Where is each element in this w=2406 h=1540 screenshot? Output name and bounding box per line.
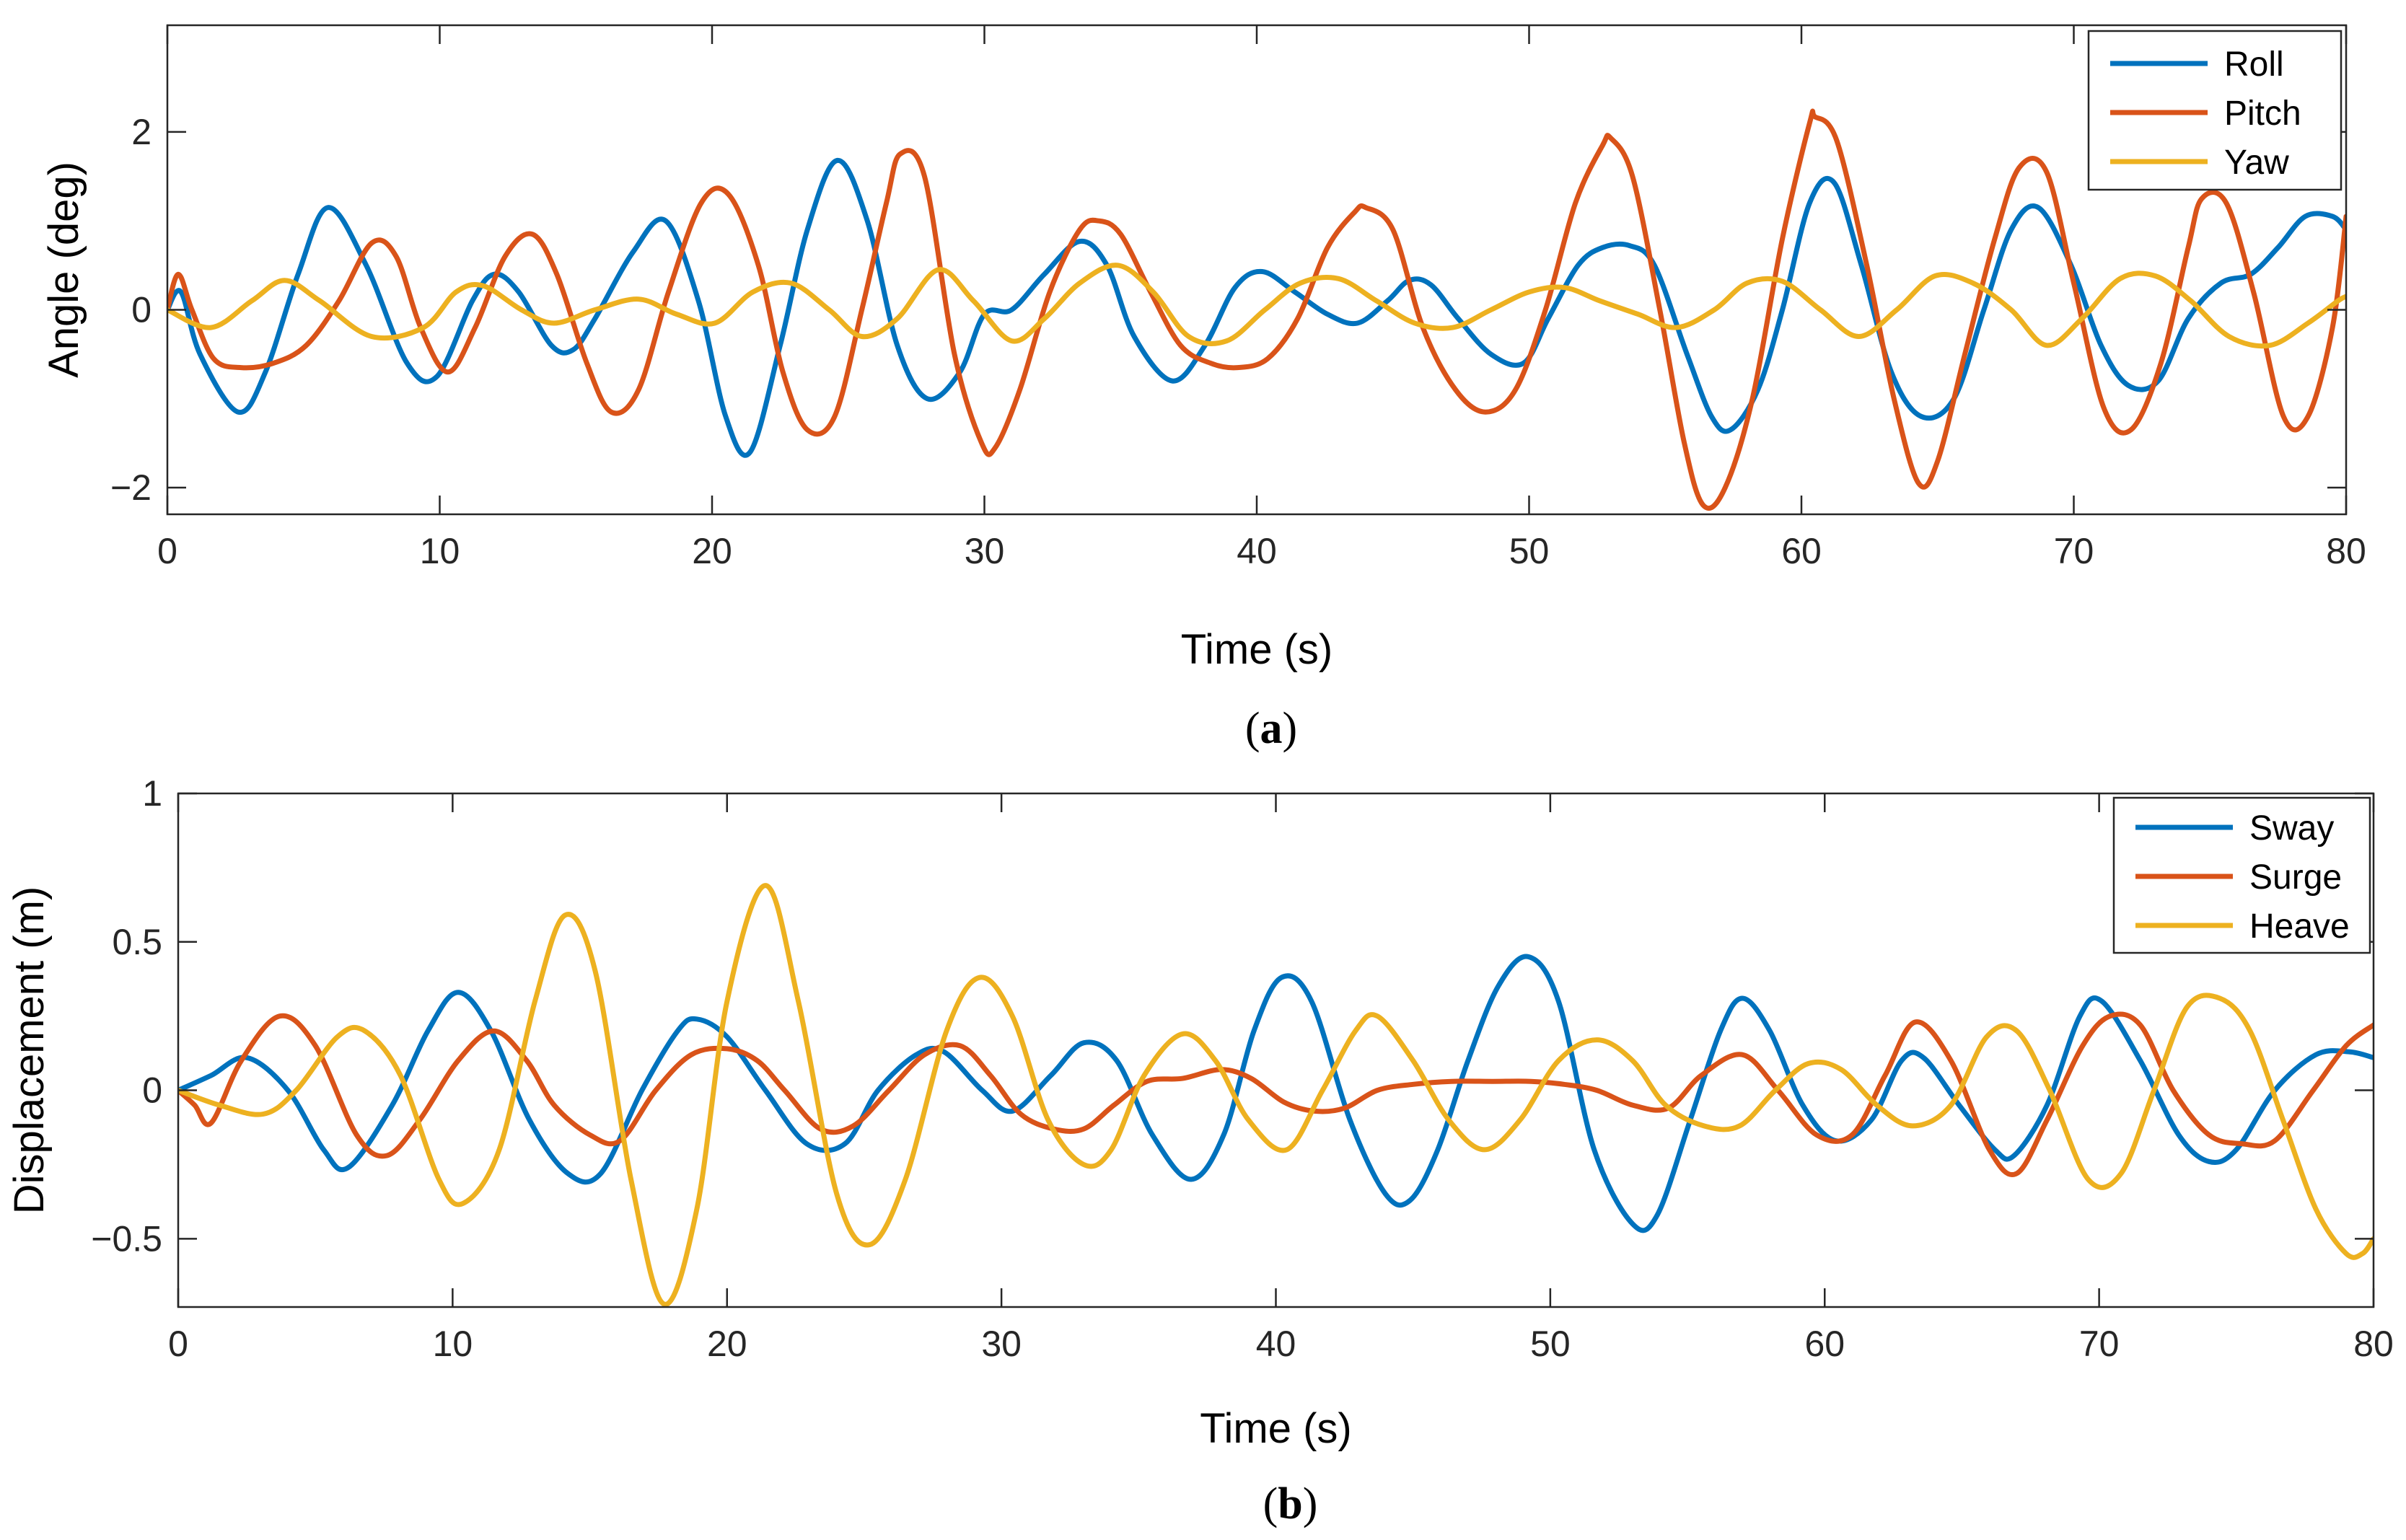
chart-a-x-axis-label: Time (s) — [1181, 626, 1332, 673]
chart-b-legend-label-heave: Heave — [2249, 907, 2350, 946]
chart-b-series-group — [178, 883, 2374, 1307]
chart-b-group: 0 10 20 30 40 50 60 70 80 −0.5 0 0.5 1 Time (s) Displa… — [6, 773, 2394, 1528]
chart-b-x-tick-label: 30 — [981, 1324, 1022, 1364]
chart-a-legend-label-roll: Roll — [2224, 45, 2284, 84]
chart-b-x-tick-label: 50 — [1530, 1324, 1571, 1364]
chart-a-x-tick-label: 40 — [1237, 531, 1277, 571]
chart-b-legend-label-surge: Surge — [2249, 858, 2342, 897]
chart-b-series-line-sway — [178, 954, 2374, 1233]
chart-a-x-tick-label: 0 — [157, 531, 177, 571]
chart-a-x-tick-label: 80 — [2326, 531, 2366, 571]
chart-b-x-axis-label: Time (s) — [1200, 1405, 1351, 1452]
chart-a-x-tick-label: 10 — [420, 531, 460, 571]
chart-b-x-tick-label: 60 — [1804, 1324, 1845, 1364]
chart-a-y-tick-label: 0 — [131, 289, 152, 330]
chart-a-x-tick-label: 20 — [692, 531, 732, 571]
chart-a-series-line-yaw — [167, 263, 2346, 349]
chart-a-y-tick-label: 2 — [131, 112, 152, 152]
chart-b-x-tick-label: 70 — [2079, 1324, 2120, 1364]
chart-b-x-tick-label: 10 — [433, 1324, 473, 1364]
chart-a-series-line-roll — [167, 157, 2346, 458]
chart-a-series-group — [167, 108, 2346, 511]
chart-b-axes-box — [177, 792, 2375, 1308]
chart-a-legend-label-yaw: Yaw — [2224, 144, 2289, 182]
chart-b-x-tick-label: 0 — [168, 1324, 188, 1364]
chart-b-legend-label-sway: Sway — [2249, 809, 2334, 848]
chart-b-y-tick-label: 0.5 — [112, 922, 162, 962]
chart-b-y-axis-label: Displacement (m) — [6, 886, 53, 1214]
chart-b-panel-label: (b) — [1263, 1479, 1318, 1528]
chart-a-x-tick-label: 30 — [965, 531, 1005, 571]
chart-b-x-tick-label: 20 — [707, 1324, 747, 1364]
chart-a-legend: Roll Pitch Yaw — [2087, 30, 2343, 191]
chart-b-series-line-heave — [178, 883, 2374, 1307]
chart-a-x-tick-label: 70 — [2054, 531, 2094, 571]
chart-b-x-tick-label: 40 — [1256, 1324, 1296, 1364]
chart-b-legend: Sway Surge Heave — [2112, 796, 2371, 954]
chart-b-x-tick-label: 80 — [2353, 1324, 2394, 1364]
chart-a-x-tick-label: 50 — [1509, 531, 1550, 571]
chart-b-y-tick-label: 1 — [142, 773, 162, 814]
chart-a-legend-label-pitch: Pitch — [2224, 94, 2301, 133]
chart-a-series-line-pitch — [167, 108, 2346, 511]
chart-a-x-tick-label: 60 — [1781, 531, 1822, 571]
chart-b-y-tick-label: 0 — [142, 1070, 162, 1111]
chart-b-series-line-surge — [178, 1011, 2374, 1177]
chart-a-y-tick-label: −2 — [110, 467, 152, 508]
chart-a-panel-label: (a) — [1245, 704, 1297, 753]
chart-b-y-tick-label: −0.5 — [91, 1218, 162, 1259]
chart-a-y-axis-label: Angle (deg) — [40, 162, 87, 378]
